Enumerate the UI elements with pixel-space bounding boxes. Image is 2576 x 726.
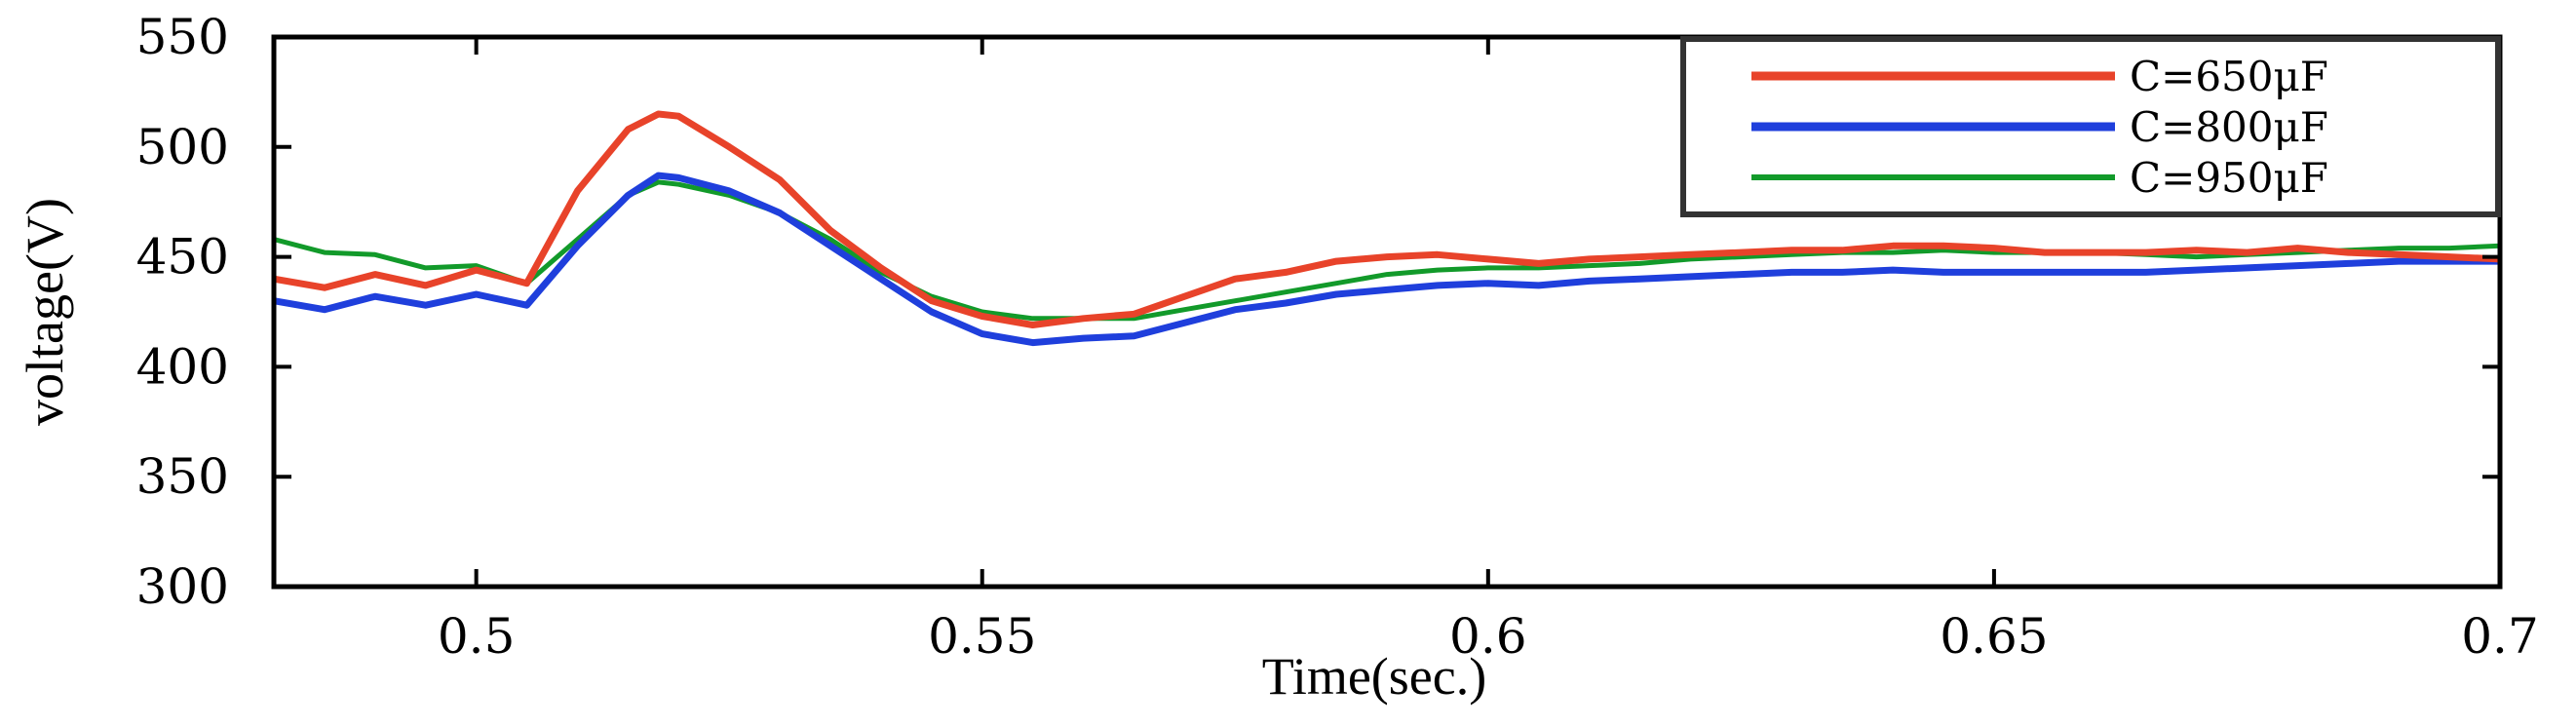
y-tick-label: 500 xyxy=(136,119,229,175)
plot-area-frame xyxy=(271,34,2503,590)
y-tick-label: 550 xyxy=(136,9,229,65)
series-line-1 xyxy=(274,110,2500,328)
y-axis-label: voltage(V) xyxy=(16,198,74,426)
y-tick-label: 300 xyxy=(136,558,229,615)
x-tick-label: 0.55 xyxy=(928,608,1036,665)
x-tick-label: 0.5 xyxy=(438,608,516,665)
x-tick-label: 0.7 xyxy=(2461,608,2539,665)
y-tick-label: 450 xyxy=(136,229,229,286)
legend-label-3: C=950μF xyxy=(2130,154,2328,202)
series-line-2 xyxy=(274,172,2500,347)
legend-label-2: C=800μF xyxy=(2130,103,2328,151)
x-tick-label: 0.65 xyxy=(1940,608,2048,665)
x-axis-label: Time(sec.) xyxy=(1262,647,1486,706)
legend-label-1: C=650μF xyxy=(2130,53,2328,100)
y-tick-label: 350 xyxy=(136,448,229,505)
y-tick-label: 400 xyxy=(136,338,229,395)
x-tick-label: 0.6 xyxy=(1449,608,1527,665)
